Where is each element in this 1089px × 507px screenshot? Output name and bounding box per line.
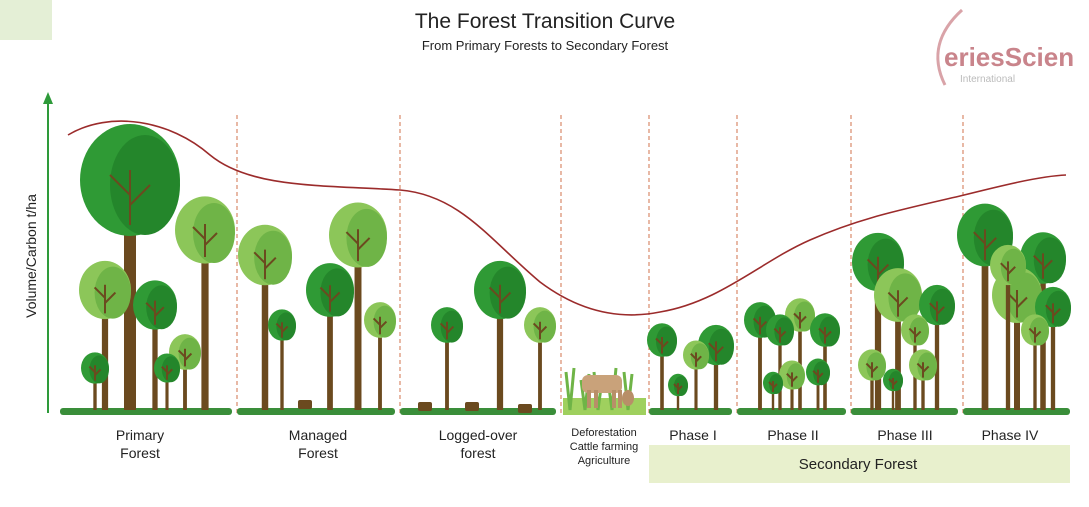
stage-label: Primary	[116, 427, 164, 443]
tree	[364, 302, 396, 410]
tree	[668, 374, 688, 410]
stage-label: Forest	[298, 445, 338, 461]
tree	[785, 298, 815, 410]
tree	[990, 245, 1026, 410]
tree	[909, 349, 937, 410]
stage-label: Phase II	[767, 427, 818, 443]
tree	[683, 340, 709, 410]
ground	[851, 408, 958, 415]
trunk	[1006, 265, 1010, 410]
corner-tab	[0, 0, 52, 40]
stump	[518, 404, 532, 413]
tree	[268, 309, 296, 410]
tree	[154, 353, 180, 410]
logo: eriesScien International	[938, 10, 1074, 85]
stage-label: Deforestation	[571, 427, 636, 439]
stage-label: Agriculture	[578, 455, 631, 467]
ground	[237, 408, 395, 415]
cow-leg	[618, 390, 622, 408]
stump	[298, 400, 312, 409]
logo-name: eriesScien	[944, 42, 1074, 72]
stage-label: Phase I	[669, 427, 716, 443]
cow-leg	[587, 390, 591, 408]
tree	[474, 261, 526, 410]
stump	[465, 402, 479, 411]
tree	[431, 307, 463, 410]
stage-label: Phase IV	[982, 427, 1039, 443]
forest-transition-diagram: The Forest Transition Curve From Primary…	[0, 0, 1089, 507]
stump	[418, 402, 432, 411]
tree	[79, 261, 131, 410]
secondary-forest-label: Secondary Forest	[799, 456, 918, 473]
y-axis-arrow	[43, 92, 53, 104]
tree	[524, 307, 556, 410]
logo-tagline: International	[960, 74, 1015, 85]
stage-label: Phase III	[877, 427, 932, 443]
cow-head	[622, 390, 634, 406]
tree	[306, 263, 354, 410]
title: The Forest Transition Curve	[415, 10, 675, 33]
stage-label: Forest	[120, 445, 160, 461]
stage-label: Managed	[289, 427, 347, 443]
scene	[60, 124, 1071, 415]
cow-leg	[612, 390, 616, 408]
tree	[858, 349, 886, 410]
stage-label: forest	[460, 445, 495, 461]
subtitle: From Primary Forests to Secondary Forest	[422, 38, 669, 53]
y-axis-label: Volume/Carbon t/ha	[23, 194, 39, 318]
stage-label: Cattle farming	[570, 441, 638, 453]
stage-label: Logged-over	[439, 427, 518, 443]
cow-leg	[594, 390, 598, 408]
tree	[647, 323, 677, 410]
